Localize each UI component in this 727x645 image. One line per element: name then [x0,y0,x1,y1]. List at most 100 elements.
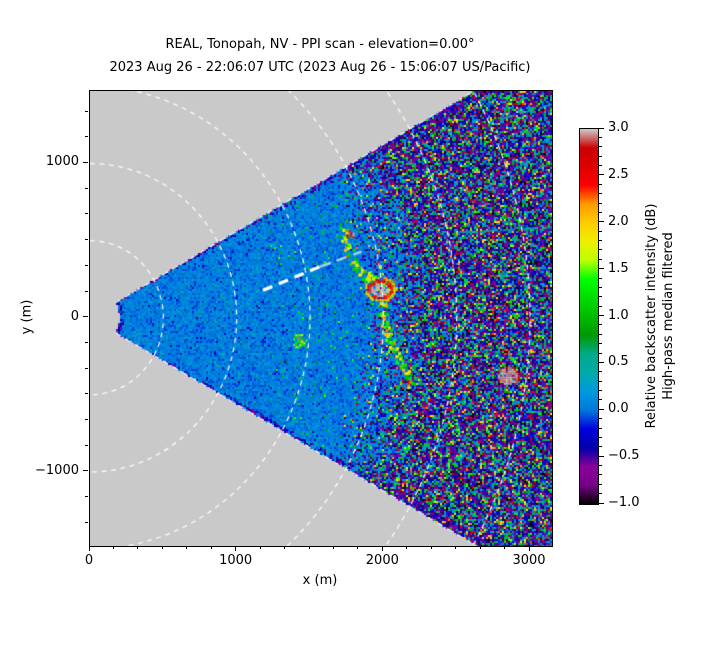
x-axis-minor-tick [259,546,261,549]
colorbar-minor-tick [599,183,602,185]
colorbar-tick-label: 1.0 [608,307,629,323]
y-tick-label: 1000 [45,154,79,170]
colorbar-minor-tick [599,399,602,401]
colorbar-minor-tick [599,371,602,373]
colorbar-tick-label: 0.5 [608,354,629,370]
colorbar-major-tick [599,502,604,504]
colorbar-major-tick [599,127,604,129]
y-axis-minor-tick [85,290,88,292]
y-axis-minor-tick [85,264,88,266]
colorbar-minor-tick [599,474,602,476]
ppi-scan-canvas [90,91,552,546]
colorbar-minor-tick [599,193,602,195]
y-tick-label: −1000 [35,462,79,478]
y-axis-minor-tick [85,419,88,421]
colorbar-minor-tick [599,343,602,345]
colorbar-minor-tick [599,324,602,326]
colorbar-minor-tick [599,277,602,279]
colorbar-minor-tick [599,305,602,307]
colorbar-minor-tick [599,436,602,438]
x-tick-label: 3000 [512,553,546,568]
colorbar-minor-tick [599,249,602,251]
colorbar-tick-label: −0.5 [608,448,640,464]
x-axis-minor-tick [161,546,163,549]
plot-subtitle: 2023 Aug 26 - 22:06:07 UTC (2023 Aug 26 … [109,60,531,75]
colorbar-minor-tick [599,230,602,232]
y-axis-minor-tick [85,110,88,112]
colorbar-tick-label: 0.0 [608,401,629,417]
x-axis-minor-tick [137,546,139,549]
y-axis-minor-tick [85,393,88,395]
colorbar-minor-tick [599,258,602,260]
y-axis-minor-tick [85,213,88,215]
colorbar-minor-tick [599,446,602,448]
x-axis-minor-tick [210,546,212,549]
colorbar-major-tick [599,268,604,270]
colorbar-label-line1: Relative backscatter intensity (dB) [644,203,659,429]
colorbar-label-line2: High-pass median filtered [661,232,676,400]
colorbar-minor-tick [599,211,602,213]
x-axis-major-tick [235,546,237,551]
colorbar-minor-tick [599,427,602,429]
x-axis-minor-tick [332,546,334,549]
colorbar-major-tick [599,221,604,223]
colorbar-minor-tick [599,493,602,495]
x-tick-label: 0 [84,553,94,568]
x-axis-major-tick [381,546,383,551]
colorbar-tick-label: 3.0 [608,120,629,135]
colorbar-minor-tick [599,333,602,335]
y-axis-minor-tick [85,521,88,523]
y-axis-major-tick [83,470,88,472]
colorbar-tick-label: 1.5 [608,260,629,276]
plot-title: REAL, Tonopah, NV - PPI scan - elevation… [165,37,475,52]
colorbar-minor-tick [599,465,602,466]
x-axis-minor-tick [186,546,188,549]
x-axis-major-tick [88,546,90,551]
y-axis-minor-tick [85,367,88,369]
colorbar-minor-tick [599,202,602,204]
colorbar-minor-tick [599,352,602,354]
x-axis-minor-tick [284,546,286,549]
y-axis-minor-tick [85,187,88,189]
x-axis-major-tick [528,546,530,551]
colorbar-minor-tick [599,136,602,138]
colorbar [579,128,599,505]
x-axis-minor-tick [504,546,506,549]
x-axis-minor-tick [308,546,310,549]
y-axis-label: y (m) [19,299,35,335]
y-axis-minor-tick [85,444,88,446]
x-axis-label: x (m) [302,573,338,588]
colorbar-minor-tick [599,146,602,148]
colorbar-major-tick [599,174,604,176]
y-axis-major-tick [83,316,88,318]
x-axis-minor-tick [455,546,457,549]
y-axis-minor-tick [85,239,88,241]
y-axis-major-tick [83,161,88,163]
colorbar-minor-tick [599,296,602,298]
colorbar-minor-tick [599,240,602,241]
colorbar-tick-label: 2.0 [608,213,629,229]
colorbar-tick-label: −1.0 [608,495,640,510]
colorbar-minor-tick [599,380,602,382]
x-tick-label: 1000 [219,553,253,568]
colorbar-major-tick [599,315,604,316]
x-axis-minor-tick [406,546,408,549]
colorbar-minor-tick [599,165,602,166]
x-axis-minor-tick [479,546,481,549]
x-tick-label: 2000 [365,553,399,568]
plot-area [89,90,553,547]
y-axis-minor-tick [85,136,88,138]
colorbar-major-tick [599,361,604,363]
y-axis-minor-tick [85,496,88,498]
colorbar-label: Relative backscatter intensity (dB) High… [643,204,677,429]
colorbar-minor-tick [599,155,602,157]
y-axis-minor-tick [85,341,88,343]
x-axis-minor-tick [430,546,432,549]
colorbar-minor-tick [599,483,602,485]
x-axis-minor-tick [357,546,359,549]
colorbar-minor-tick [599,390,602,391]
colorbar-minor-tick [599,286,602,288]
x-axis-minor-tick [112,546,114,549]
colorbar-major-tick [599,455,604,457]
